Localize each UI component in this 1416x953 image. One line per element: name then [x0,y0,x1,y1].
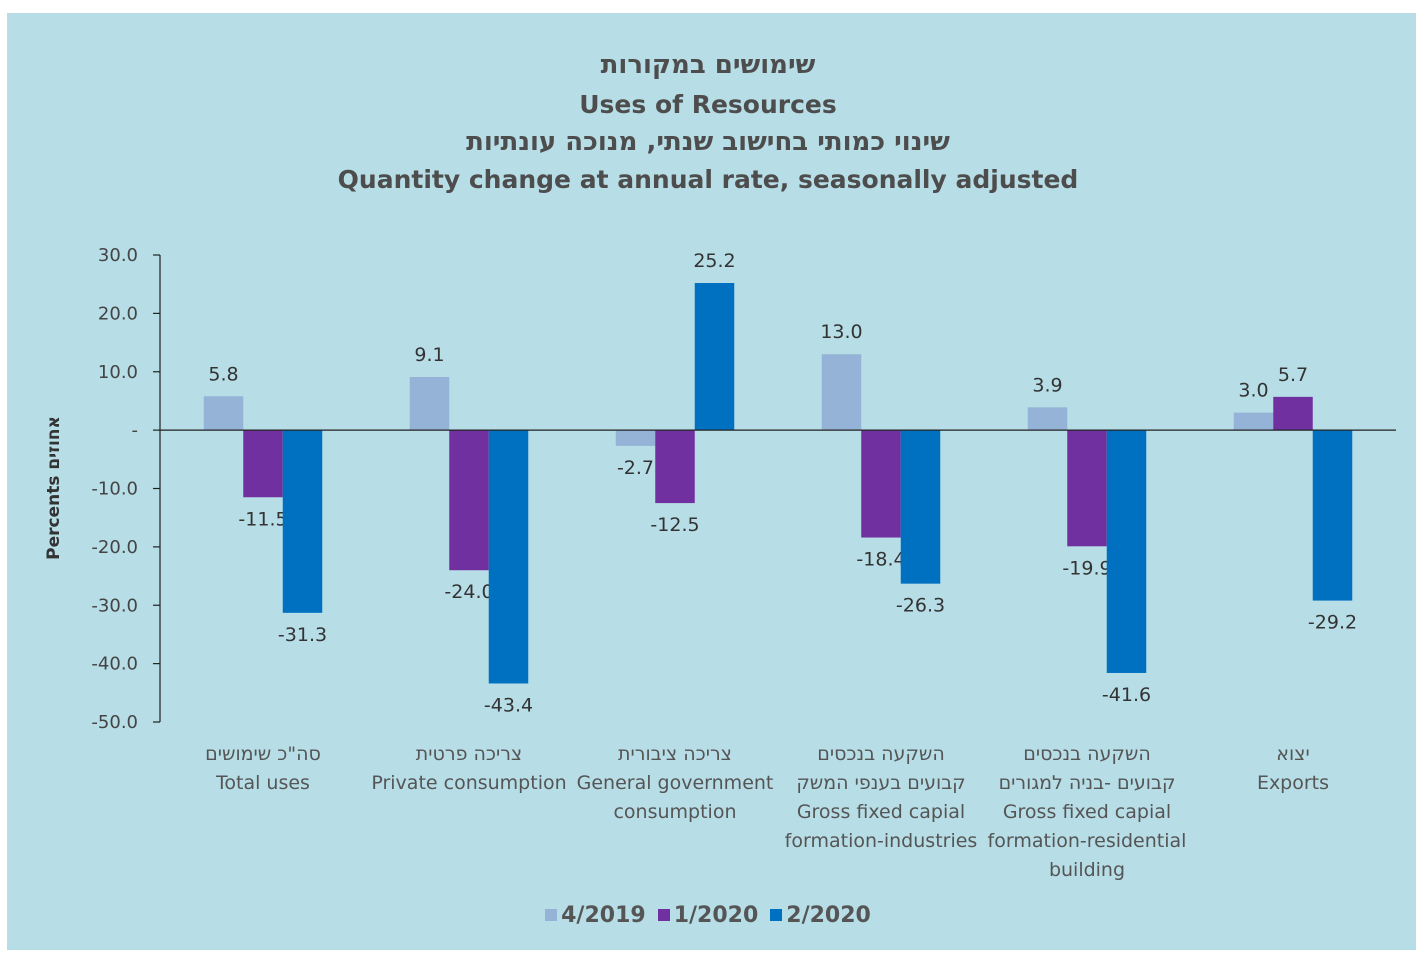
category-label: השקעה בנכסים [817,743,945,765]
bar-2-2020-cat4 [900,430,941,584]
category-label: קבועים בענפי המשק [796,772,965,794]
bar-4-2019-cat4 [821,354,862,431]
legend: 4/2019 1/2020 2/2020 [0,903,1416,928]
bar-4-2019-cat3 [615,430,656,446]
data-label: 5.8 [208,363,238,385]
category-label: השקעה בנכסים [1023,743,1151,765]
data-label: -19.9 [1062,557,1111,579]
data-label: 13.0 [820,321,862,343]
legend-label: 1/2020 [673,903,759,928]
category-label: Exports [1257,772,1329,794]
category-label: סה"כ שימושים [205,743,321,765]
y-tick-label: -30.0 [91,595,138,616]
legend-label: 2/2020 [786,903,871,928]
bar-1-2020-cat1 [243,430,283,498]
data-label: 9.1 [414,344,444,366]
category-label: קבועים -בניה למגורים [999,772,1176,794]
legend-item: 1/2020 [657,903,759,928]
bar-1-2020-cat6 [1273,396,1313,431]
category-label: Gross fixed capial [1003,801,1171,823]
legend-swatch [657,909,670,921]
bar-4-2019-cat5 [1027,407,1068,431]
category-label: consumption [613,801,736,823]
bar-2-2020-cat6 [1312,430,1353,601]
legend-swatch [545,909,558,921]
category-label: Gross fixed capial [797,801,965,823]
data-label: 3.0 [1238,380,1268,402]
chart-subtitle-english: Quantity change at annual rate, seasonal… [337,165,1079,194]
bar-4-2019-cat1 [203,396,244,431]
category-label: Total uses [215,772,310,794]
data-label: -11.5 [238,508,287,530]
legend-swatch [770,909,783,921]
bar-2-2020-cat1 [282,430,323,613]
category-label: formation-residential [988,830,1187,852]
y-tick-label: -20.0 [91,537,138,558]
category-label: צריכה פרטית [416,743,522,765]
data-label: -41.6 [1102,684,1151,706]
data-label: -31.3 [278,624,327,646]
legend-label: 4/2019 [561,903,646,928]
data-label: -18.4 [856,549,905,571]
data-label: 3.9 [1032,374,1062,396]
bar-1-2020-cat5 [1067,430,1107,547]
category-label: formation-industries [785,830,978,852]
chart-title-hebrew: שימושים במקורות [600,50,816,80]
data-label: 5.7 [1278,364,1308,386]
data-label: -12.5 [650,514,699,536]
bar-1-2020-cat3 [655,430,695,504]
y-tick-label: -10.0 [91,479,138,500]
y-axis-title: Percents אחוזים [44,416,64,560]
legend-item: 4/2019 [545,903,646,928]
bar-1-2020-cat2 [449,430,489,571]
y-tick-label: 10.0 [98,362,138,383]
legend-item: 2/2020 [770,903,871,928]
data-label: -43.4 [484,694,533,716]
bar-2-2020-cat3 [694,283,735,431]
data-label: -26.3 [896,595,945,617]
y-tick-label: 20.0 [98,303,138,324]
y-tick-label: - [132,420,139,441]
chart-title-english: Uses of Resources [579,90,837,119]
bar-2-2020-cat2 [488,430,529,684]
category-label: יצוא [1276,743,1309,765]
data-label: -29.2 [1308,612,1357,634]
y-tick-label: 30.0 [98,245,138,266]
category-label: building [1049,859,1125,881]
bar-2-2020-cat5 [1106,430,1147,673]
data-label: -24.0 [444,581,493,603]
chart-panel [7,13,1416,950]
category-label: Private consumption [371,772,566,794]
y-tick-label: -50.0 [91,712,138,733]
y-tick-label: -40.0 [91,654,138,675]
category-label: צריכה ציבורית [618,743,732,765]
data-label: -2.7 [617,457,654,479]
bar-4-2019-cat2 [409,377,450,431]
chart-subtitle-hebrew: שינוי כמותי בחישוב שנתי, מנוכה עונתיות [466,127,950,157]
bar-4-2019-cat6 [1233,412,1274,431]
category-label: General government [577,772,774,794]
data-label: 25.2 [693,250,735,272]
bar-1-2020-cat4 [861,430,901,538]
